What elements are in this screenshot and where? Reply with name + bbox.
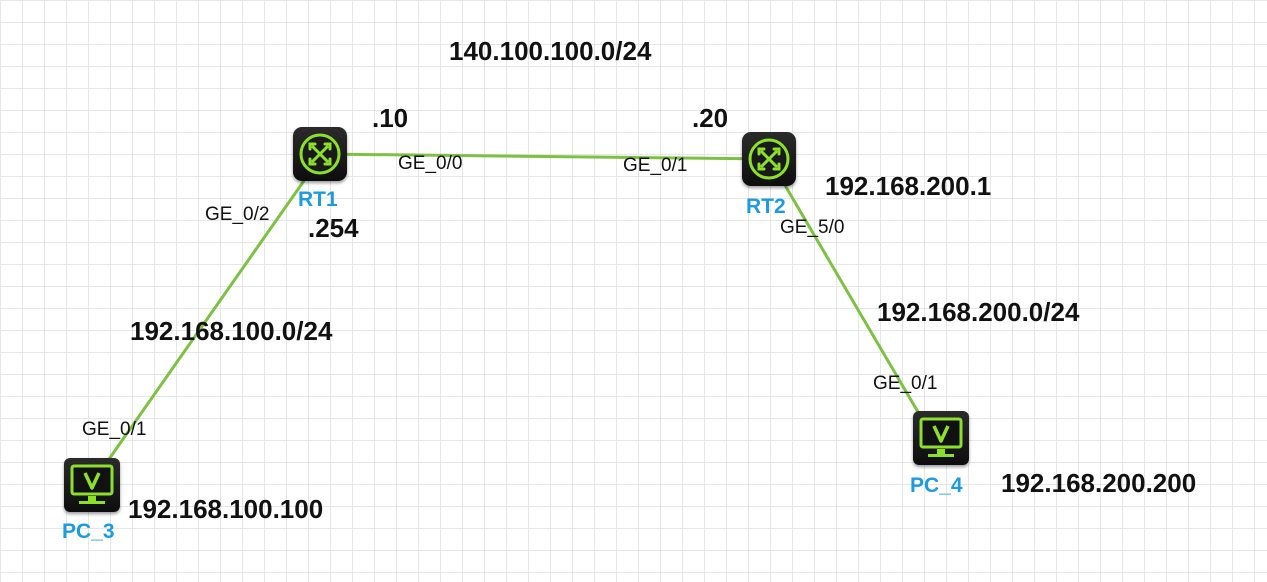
ip-label-pc4: 192.168.200.200 xyxy=(1001,468,1197,498)
router-icon xyxy=(299,133,341,175)
ip-label-rt2-lan: 192.168.200.1 xyxy=(825,171,992,201)
router-rt1[interactable] xyxy=(293,127,347,181)
port-label-rt1-ge00: GE_0/0 xyxy=(398,153,463,174)
ip-label-rt1-wan: .10 xyxy=(372,103,409,133)
network-label-lan1: 192.168.100.0/24 xyxy=(130,316,333,346)
router-rt2[interactable] xyxy=(742,132,796,186)
network-label-lan2: 192.168.200.0/24 xyxy=(877,297,1080,327)
port-label-pc4-ge01: GE_0/1 xyxy=(873,373,938,394)
device-name-pc3: PC_3 xyxy=(62,520,115,543)
device-name-rt2: RT2 xyxy=(746,195,786,218)
link-rt2-pc4[interactable] xyxy=(774,169,920,413)
ip-label-rt1-lan: .254 xyxy=(308,213,359,243)
pc-pc3[interactable] xyxy=(64,458,120,512)
port-label-rt2-ge50: GE_5/0 xyxy=(780,217,845,238)
network-label-wan: 140.100.100.0/24 xyxy=(449,36,652,66)
device-name-rt1: RT1 xyxy=(298,188,338,211)
link-rt1-rt2[interactable] xyxy=(319,152,771,161)
ip-label-pc3: 192.168.100.100 xyxy=(128,494,324,524)
pc-monitor-icon xyxy=(919,417,963,457)
link-rt1-pc3[interactable] xyxy=(105,164,317,463)
pc-pc4[interactable] xyxy=(913,411,969,465)
pc-monitor-icon xyxy=(70,464,114,504)
router-icon xyxy=(748,138,790,180)
port-label-rt1-ge02: GE_0/2 xyxy=(205,204,270,225)
port-label-rt2-ge01: GE_0/1 xyxy=(623,155,688,176)
port-label-pc3-ge01: GE_0/1 xyxy=(82,419,147,440)
ip-label-rt2-wan: .20 xyxy=(692,103,729,133)
device-name-pc4: PC_4 xyxy=(910,474,963,497)
